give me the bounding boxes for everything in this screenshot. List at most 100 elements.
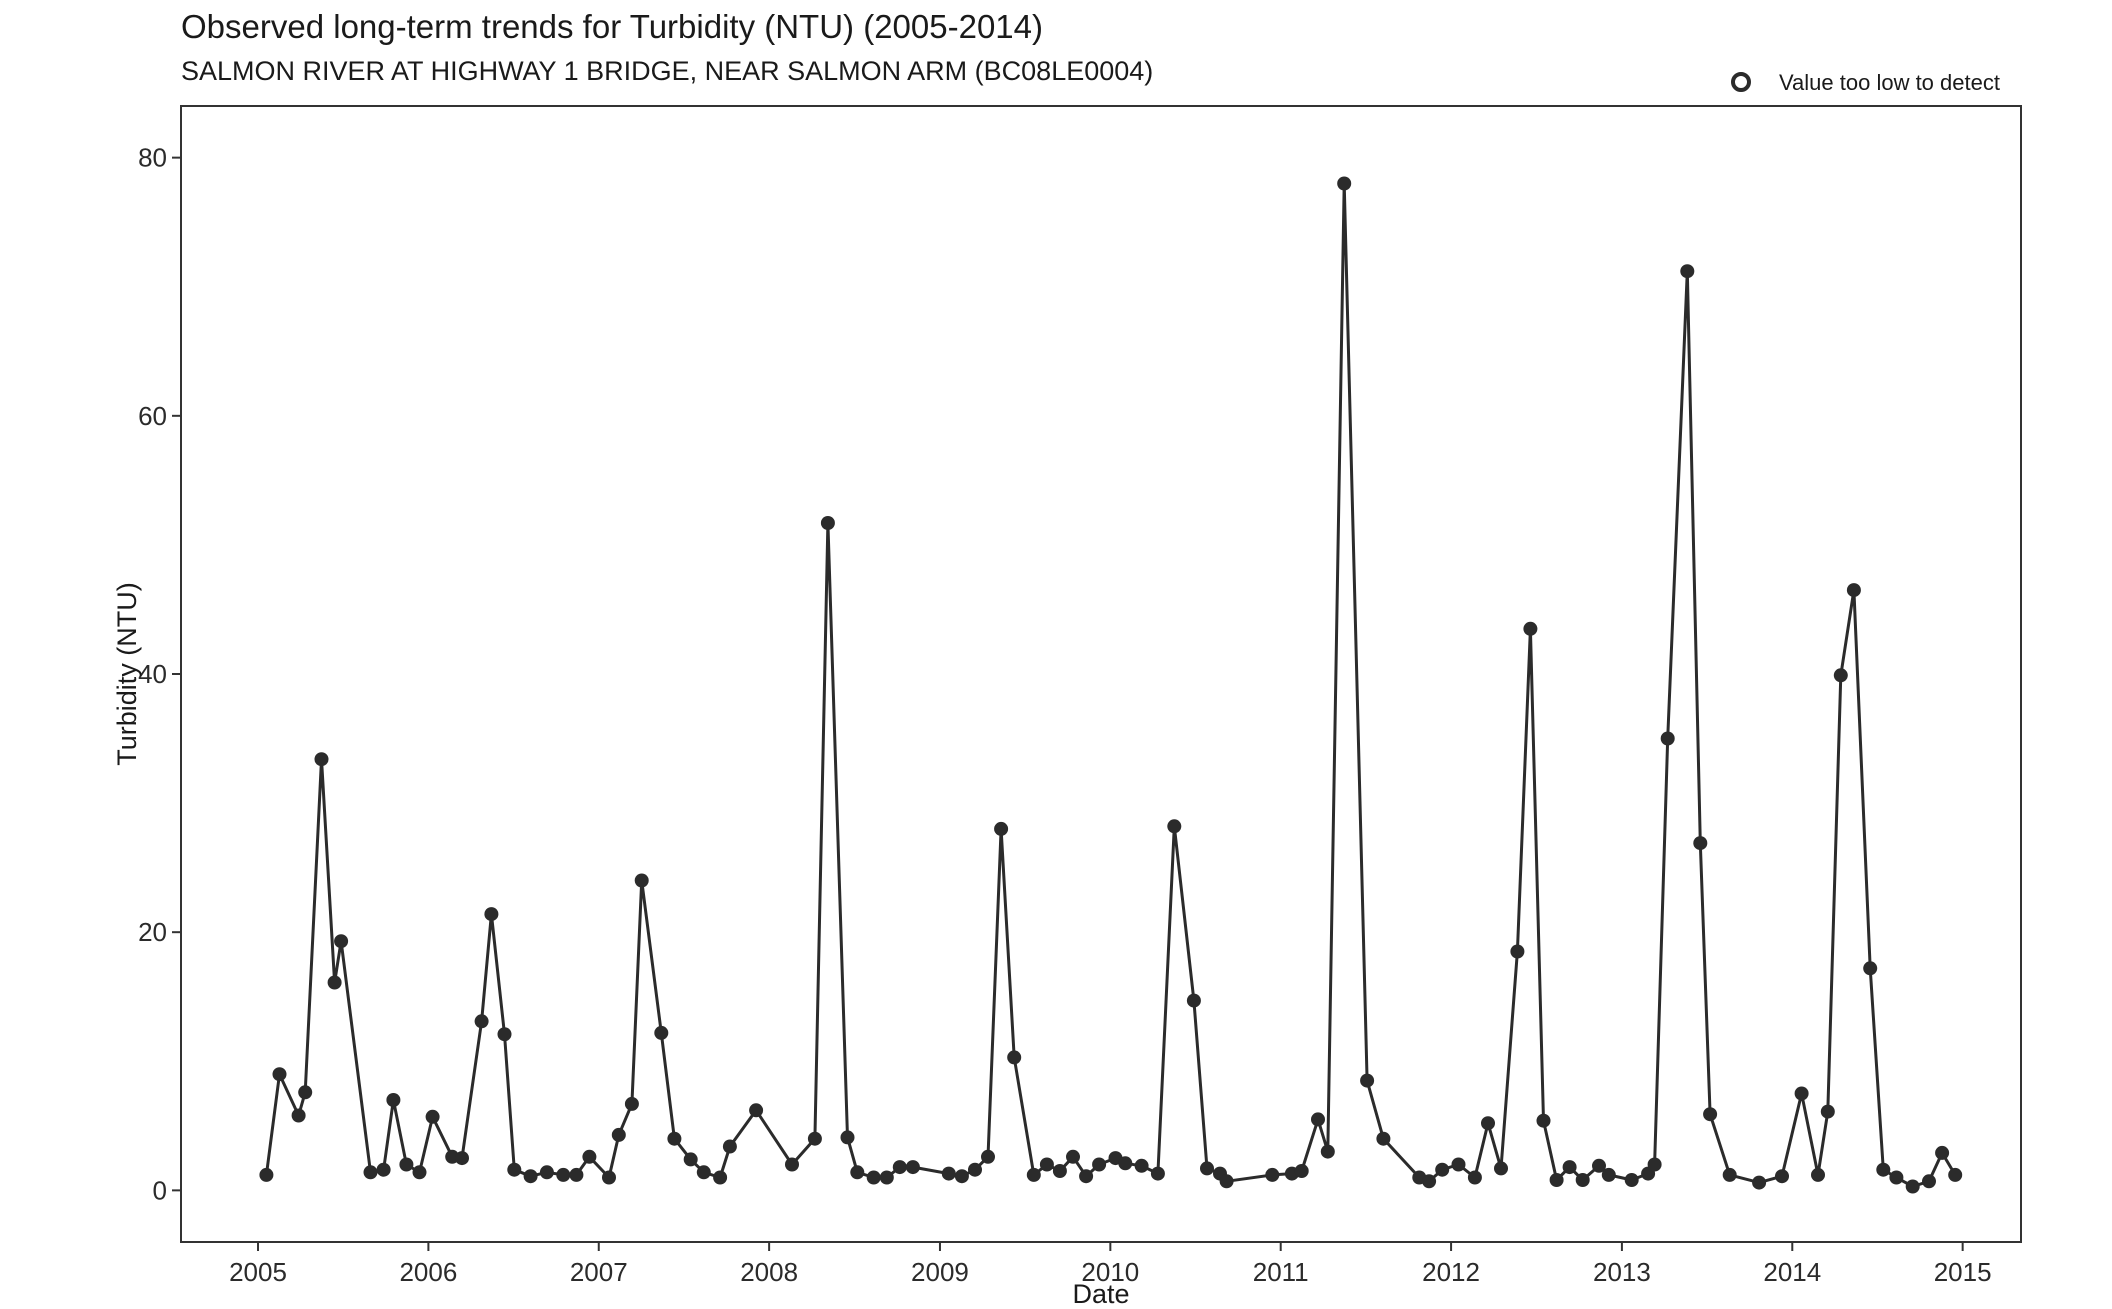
chart-title: Observed long-term trends for Turbidity … (181, 8, 1043, 45)
data-point (1863, 961, 1878, 976)
data-point (399, 1157, 414, 1172)
data-point (1660, 731, 1675, 746)
data-point (1889, 1170, 1904, 1185)
data-point (314, 752, 329, 767)
x-tick-label: 2010 (1081, 1257, 1139, 1287)
data-point (866, 1170, 881, 1185)
data-point (1039, 1157, 1054, 1172)
x-tick-label: 2006 (399, 1257, 457, 1287)
data-point (1481, 1116, 1495, 1131)
y-tick-label: 40 (138, 659, 167, 689)
legend-open-circle-marker (1731, 72, 1751, 92)
data-point (1066, 1149, 1080, 1164)
data-point (1536, 1113, 1551, 1128)
data-point (1935, 1145, 1950, 1160)
data-point (1703, 1107, 1718, 1122)
data-point (259, 1167, 274, 1182)
data-point (1079, 1169, 1094, 1184)
x-tick-label: 2005 (229, 1257, 287, 1287)
data-point (327, 975, 342, 990)
data-point (376, 1162, 391, 1177)
data-point (1905, 1179, 1920, 1194)
data-point (696, 1165, 711, 1180)
data-point (667, 1131, 682, 1146)
data-point (1186, 993, 1201, 1008)
data-point (582, 1149, 597, 1164)
data-point (1794, 1086, 1809, 1101)
data-point (1451, 1157, 1466, 1172)
chart-subtitle: SALMON RIVER AT HIGHWAY 1 BRIDGE, NEAR S… (181, 56, 1154, 86)
data-point (1775, 1169, 1789, 1184)
legend: Value too low to detect (1731, 70, 2000, 95)
y-axis-title: Turbidity (NTU) (112, 582, 142, 766)
data-point (1435, 1162, 1450, 1177)
data-point (1134, 1158, 1149, 1173)
data-point (654, 1025, 669, 1040)
data-point (1647, 1157, 1662, 1172)
data-point (840, 1130, 855, 1145)
data-point (1294, 1164, 1309, 1178)
data-point (1092, 1157, 1107, 1172)
data-point (1311, 1112, 1325, 1127)
y-axis: 0 20 40 60 80 (138, 143, 181, 1205)
y-tick-label: 20 (138, 917, 167, 947)
data-point (1510, 944, 1525, 959)
data-point (1167, 819, 1182, 834)
x-tick-label: 2008 (740, 1257, 798, 1287)
data-point (484, 907, 499, 922)
data-point (1026, 1167, 1041, 1182)
y-tick-label: 60 (138, 401, 167, 431)
series-points (259, 176, 1963, 1194)
data-point (1833, 668, 1848, 683)
data-point (412, 1165, 427, 1180)
data-point (785, 1157, 799, 1172)
data-point (1922, 1174, 1936, 1189)
data-point (1624, 1173, 1639, 1187)
series-line (264, 182, 1957, 1188)
data-point (905, 1160, 920, 1175)
x-tick-label: 2009 (911, 1257, 969, 1287)
data-point (386, 1093, 401, 1107)
data-point (820, 516, 835, 530)
data-point (363, 1165, 378, 1180)
data-point (1200, 1161, 1214, 1176)
data-point (1948, 1167, 1963, 1182)
data-point (1219, 1174, 1234, 1189)
data-point (272, 1067, 287, 1082)
data-point (507, 1162, 522, 1177)
x-tick-label: 2012 (1422, 1257, 1480, 1287)
data-point (1052, 1164, 1067, 1178)
data-point (941, 1166, 956, 1181)
data-point (1150, 1166, 1165, 1181)
legend-label: Value too low to detect (1779, 70, 2000, 95)
data-point (1680, 264, 1695, 279)
data-point (1320, 1144, 1335, 1159)
data-point (1846, 583, 1861, 598)
data-point (1592, 1158, 1606, 1173)
data-point (497, 1027, 512, 1042)
plot-panel-border (180, 105, 2022, 1243)
data-point (1752, 1175, 1767, 1190)
data-point (523, 1169, 538, 1184)
data-point (556, 1167, 571, 1182)
data-point (1467, 1170, 1482, 1185)
data-point (968, 1162, 982, 1177)
data-point (1693, 836, 1708, 851)
data-point (455, 1151, 469, 1166)
data-point (425, 1109, 440, 1124)
data-point (298, 1085, 313, 1100)
x-tick-label: 2015 (1934, 1257, 1992, 1287)
data-point (1007, 1050, 1022, 1065)
x-axis: 2005 2006 2007 2008 2009 2010 2011 2012 2013 2014… (229, 1242, 1992, 1287)
data-point (1523, 621, 1538, 636)
data-point (624, 1096, 639, 1111)
data-point (1265, 1167, 1280, 1182)
data-point (1118, 1156, 1133, 1171)
data-point (683, 1152, 698, 1167)
data-point (1876, 1162, 1891, 1177)
x-tick-label: 2011 (1253, 1257, 1309, 1287)
data-point (1494, 1161, 1508, 1176)
data-point (611, 1127, 626, 1142)
x-axis-title: Date (1072, 1279, 1129, 1309)
